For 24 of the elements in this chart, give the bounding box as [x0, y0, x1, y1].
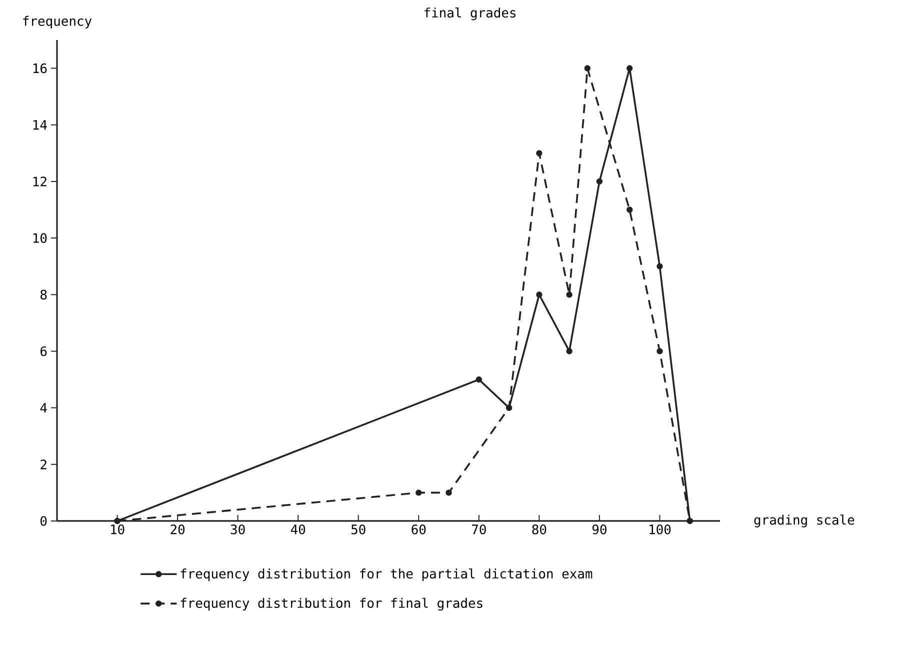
x-tick-label: 70 [472, 524, 486, 534]
x-tick-label: 90 [592, 524, 606, 534]
y-axis-title: frequency [23, 16, 92, 28]
x-tick-label: 100 [650, 524, 671, 534]
x-axis-title: grading scale [754, 514, 854, 528]
y-tick-label: 12 [33, 176, 46, 186]
y-tick-label: 6 [40, 346, 47, 356]
y-tick-label: 8 [40, 290, 47, 300]
chart-title: final grades [424, 8, 516, 20]
x-tick-label: 30 [230, 524, 245, 534]
y-tick-label: 14 [33, 120, 47, 130]
y-tick-label: 10 [33, 233, 47, 243]
x-tick-label: 60 [412, 524, 426, 534]
x-tick-label: 50 [351, 524, 366, 534]
legend-label: frequency distribution for the partial dictation exam [180, 568, 592, 582]
x-tick-label: 20 [170, 524, 185, 534]
x-tick-label: 80 [532, 524, 546, 534]
y-tick-label: 2 [40, 460, 46, 470]
y-tick-label: 4 [40, 403, 47, 413]
y-tick-label: 0 [40, 516, 47, 526]
x-tick-label: 10 [111, 524, 124, 534]
x-tick-label: 40 [290, 524, 306, 534]
y-tick-label: 16 [33, 63, 47, 74]
legend-label: frequency distribution for final grades [180, 598, 482, 611]
